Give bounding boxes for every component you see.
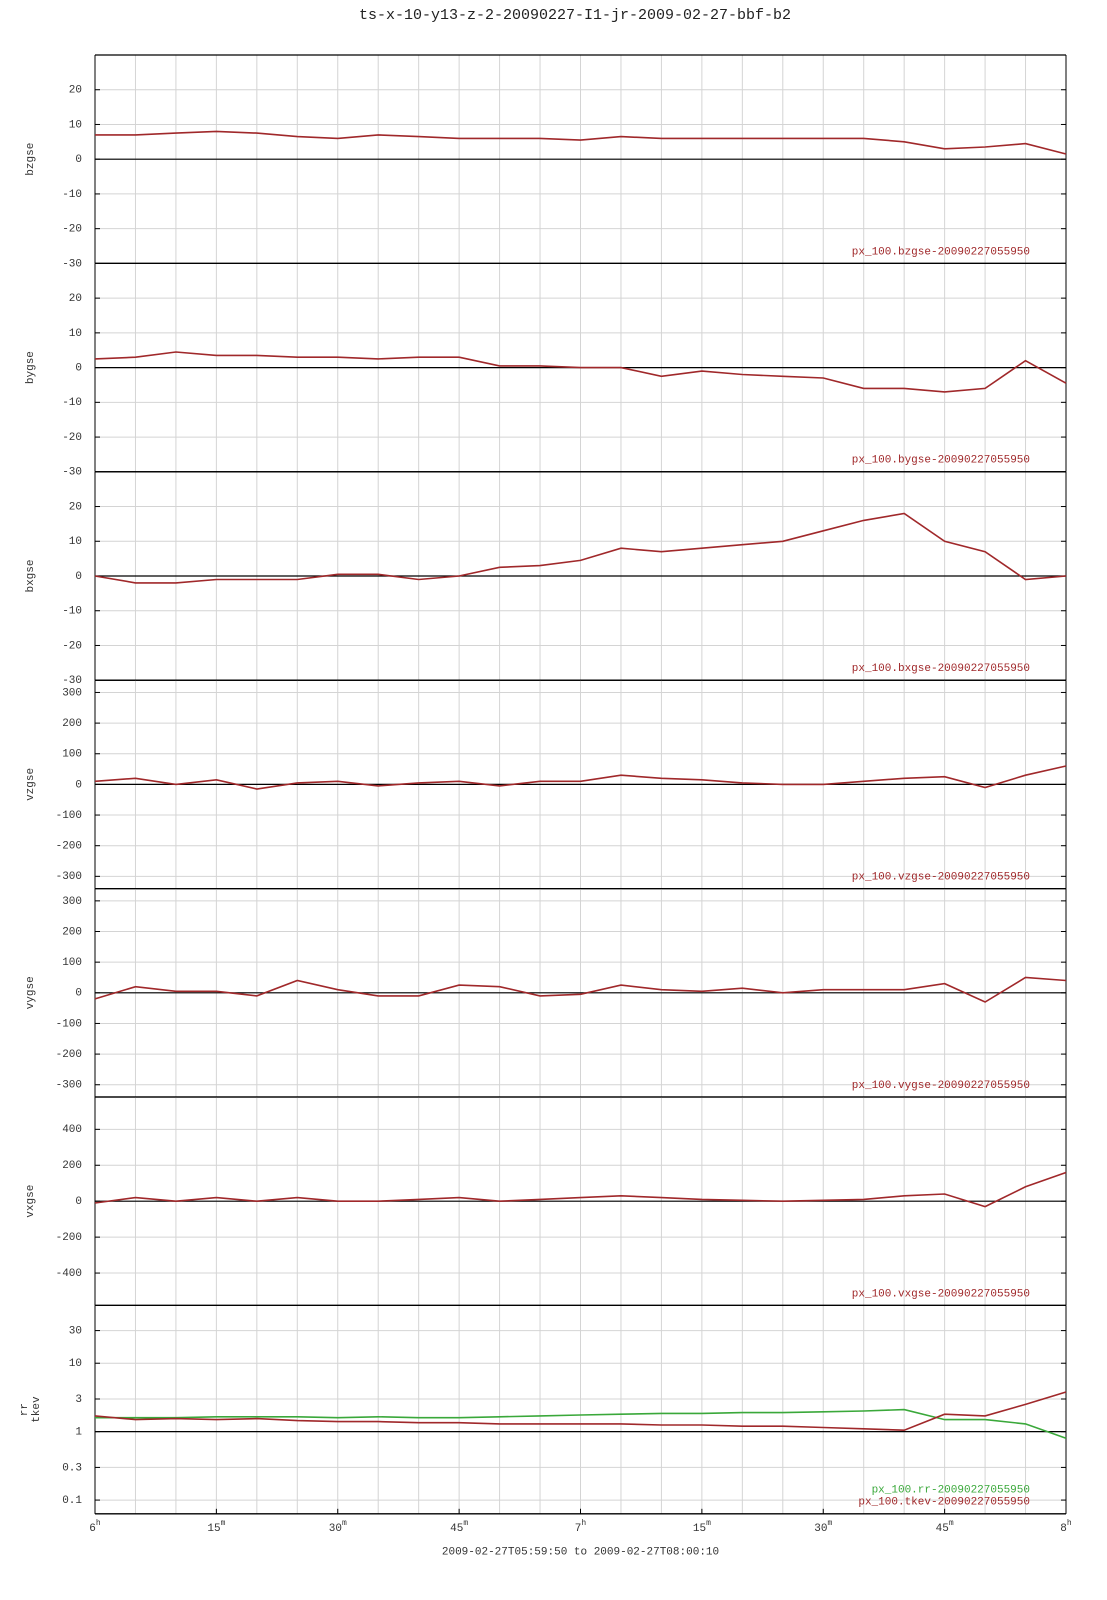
legend-entry: px_100.vzgse-20090227055950: [852, 872, 1030, 884]
y-tick-label: -400: [56, 1268, 82, 1280]
y-tick-label: 0: [75, 988, 82, 1000]
y-tick-label: 10: [69, 1358, 82, 1370]
y-axis-label: bxgse: [25, 559, 37, 592]
y-tick-label: 0: [75, 154, 82, 166]
y-tick-label: 200: [62, 926, 82, 938]
y-tick-label: -200: [56, 1049, 82, 1061]
y-tick-label: -300: [56, 871, 82, 883]
y-tick-label: 20: [69, 501, 82, 513]
y-tick-label: -100: [56, 1018, 82, 1030]
y-tick-label: 1: [75, 1427, 82, 1439]
y-tick-label: 400: [62, 1124, 82, 1136]
y-tick-label: 200: [62, 1160, 82, 1172]
series-line: [95, 130, 1067, 155]
y-tick-label: 10: [69, 536, 82, 548]
y-tick-label: -30: [62, 467, 82, 479]
y-axis-label: rr: [19, 1403, 31, 1416]
x-tick-label: 45m: [450, 1519, 468, 1535]
y-tick-label: -20: [62, 432, 82, 444]
y-tick-label: -30: [62, 675, 82, 687]
y-axis-label: bygse: [25, 351, 37, 384]
y-tick-label: 3: [75, 1394, 82, 1406]
y-axis-label: vxgse: [25, 1185, 37, 1218]
y-tick-label: -300: [56, 1080, 82, 1092]
x-tick-label: 15m: [693, 1519, 711, 1535]
series-line: [94, 1391, 1067, 1432]
y-tick-label: -200: [56, 1232, 82, 1244]
series-line: [94, 351, 1067, 393]
y-tick-label: 0: [75, 363, 82, 375]
legend-entry: px_100.tkev-20090227055950: [858, 1497, 1030, 1509]
y-axis-label: vzgse: [25, 768, 37, 801]
series-line: [94, 976, 1067, 1003]
y-tick-label: 10: [69, 328, 82, 340]
y-tick-label: 100: [62, 957, 82, 969]
y-tick-label: -20: [62, 640, 82, 652]
x-axis-label: 2009-02-27T05:59:50 to 2009-02-27T08:00:…: [442, 1547, 719, 1559]
series-line: [94, 1171, 1067, 1208]
y-tick-label: 20: [69, 85, 82, 97]
y-tick-label: 0: [75, 779, 82, 791]
y-tick-label: -10: [62, 189, 82, 201]
legend-entry: px_100.bzgse-20090227055950: [852, 246, 1030, 258]
x-tick-label: 7h: [575, 1519, 587, 1535]
legend-entry: px_100.rr-20090227055950: [872, 1485, 1030, 1497]
x-tick-label: 30m: [329, 1519, 347, 1535]
x-tick-label: 30m: [814, 1519, 832, 1535]
y-tick-label: 200: [62, 718, 82, 730]
series-line: [95, 1408, 1067, 1440]
y-axis-label: vygse: [25, 976, 37, 1009]
x-tick-label: 45m: [936, 1519, 954, 1535]
legend-entry: px_100.vygse-20090227055950: [852, 1080, 1030, 1092]
chart-title: ts-x-10-y13-z-2-20090227-I1-jr-2009-02-2…: [359, 7, 791, 24]
y-tick-label: 0: [75, 571, 82, 583]
series-line: [94, 765, 1067, 790]
y-tick-label: 300: [62, 687, 82, 699]
y-tick-label: -200: [56, 841, 82, 853]
y-tick-label: -10: [62, 397, 82, 409]
y-tick-label: 0.1: [62, 1495, 82, 1507]
legend-entry: px_100.bygse-20090227055950: [852, 455, 1030, 467]
y-tick-label: 0.3: [62, 1462, 82, 1474]
y-tick-label: 20: [69, 293, 82, 305]
legend-entry: px_100.vxgse-20090227055950: [852, 1288, 1030, 1300]
y-axis-label: bzgse: [25, 143, 37, 176]
y-tick-label: 30: [69, 1325, 82, 1337]
y-tick-label: 0: [75, 1196, 82, 1208]
y-tick-label: 300: [62, 896, 82, 908]
x-tick-label: 15m: [207, 1519, 225, 1535]
x-tick-label: 6h: [89, 1519, 101, 1535]
y-tick-label: -30: [62, 258, 82, 270]
x-tick-label: 8h: [1060, 1519, 1072, 1535]
y-axis-label: tkev: [31, 1396, 43, 1423]
legend-entry: px_100.bxgse-20090227055950: [852, 663, 1030, 675]
y-tick-label: -10: [62, 606, 82, 618]
series-line: [94, 512, 1067, 584]
y-tick-label: 10: [69, 119, 82, 131]
y-tick-label: -100: [56, 810, 82, 822]
y-tick-label: -20: [62, 224, 82, 236]
y-tick-label: 100: [62, 749, 82, 761]
